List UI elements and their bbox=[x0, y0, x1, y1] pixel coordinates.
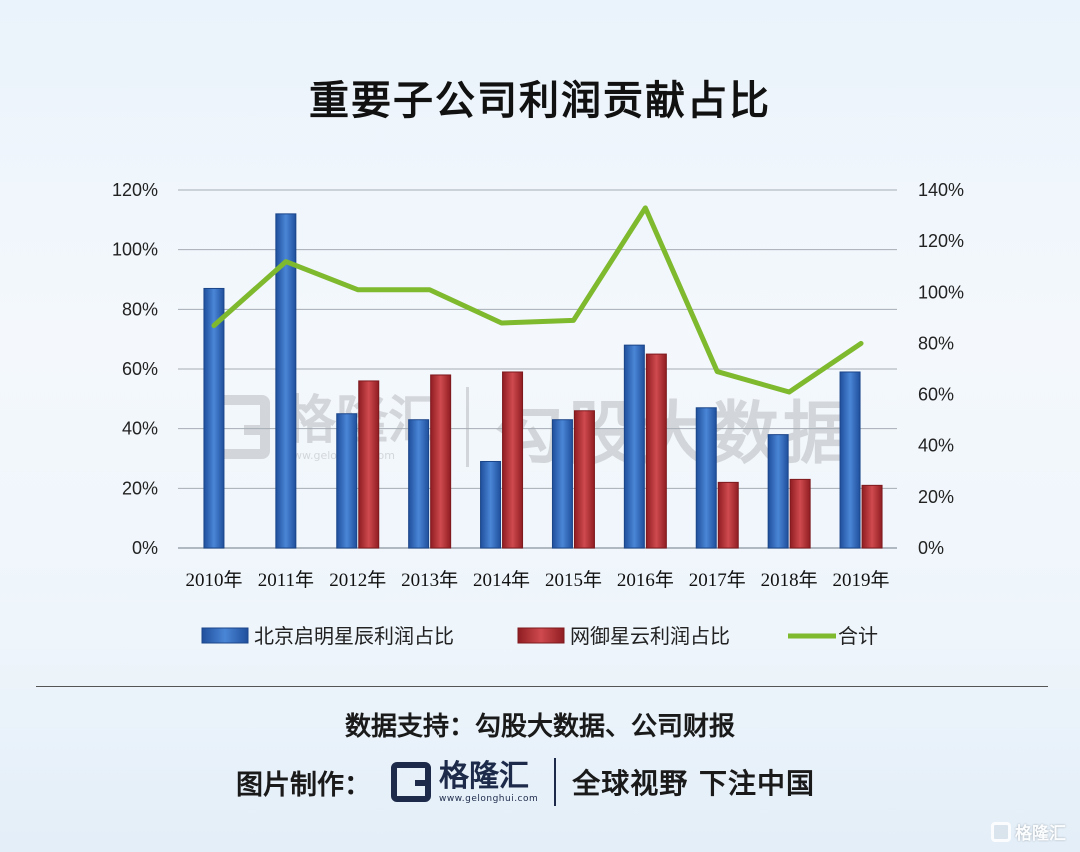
bar-wangyu bbox=[717, 481, 739, 549]
y-left-tick-label: 100% bbox=[112, 240, 158, 260]
x-tick-label: 2017年 bbox=[689, 569, 746, 591]
corner-logo-icon bbox=[991, 821, 1011, 842]
x-tick-label: 2016年 bbox=[617, 569, 674, 591]
bar-qiming bbox=[839, 371, 861, 549]
x-tick-label: 2014年 bbox=[473, 569, 530, 591]
y-left-tick-label: 80% bbox=[122, 299, 158, 319]
x-tick-label: 2013年 bbox=[401, 569, 458, 591]
y-left-tick-label: 20% bbox=[122, 478, 158, 498]
line-total bbox=[211, 205, 864, 395]
y-right-tick-label: 80% bbox=[918, 333, 954, 353]
legend-label-qiming: 北京启明星辰利润占比 bbox=[254, 624, 454, 648]
bar-wangyu bbox=[861, 484, 883, 549]
brand-url: www.gelonghui.com bbox=[439, 794, 539, 804]
bar-qiming bbox=[275, 213, 297, 549]
data-source: 数据支持：勾股大数据、公司财报 bbox=[344, 712, 735, 742]
brand-logo-icon bbox=[391, 762, 431, 802]
bar-qiming bbox=[623, 344, 645, 549]
y-right-tick-label: 120% bbox=[918, 231, 964, 251]
y-left-tick-label: 120% bbox=[112, 180, 158, 200]
legend-swatch-qiming bbox=[201, 627, 249, 644]
y-right-tick-label: 0% bbox=[918, 538, 944, 558]
bar-qiming bbox=[551, 419, 573, 549]
bar-qiming bbox=[695, 407, 717, 549]
x-tick-label: 2015年 bbox=[545, 569, 602, 591]
x-tick-label: 2018年 bbox=[761, 569, 818, 591]
x-tick-label: 2011年 bbox=[258, 569, 314, 591]
bar-qiming bbox=[336, 413, 358, 549]
y-left-tick-label: 40% bbox=[122, 419, 158, 439]
bar-qiming bbox=[480, 460, 502, 549]
bar-wangyu bbox=[789, 478, 811, 549]
bar-qiming bbox=[408, 419, 430, 549]
chart-title: 重要子公司利润贡献占比 bbox=[309, 78, 771, 124]
credit-label: 图片制作： bbox=[236, 769, 371, 801]
y-left-tick-label: 60% bbox=[122, 359, 158, 379]
bar-wangyu bbox=[430, 374, 452, 549]
bar-wangyu bbox=[573, 410, 595, 549]
y-right-tick-label: 140% bbox=[918, 180, 964, 200]
brand-name: 格隆汇 bbox=[439, 759, 529, 794]
y-right-tick-label: 60% bbox=[918, 385, 954, 405]
y-right-tick-label: 100% bbox=[918, 282, 964, 302]
corner-brand: 格隆汇 bbox=[1015, 824, 1066, 844]
x-tick-label: 2010年 bbox=[185, 569, 242, 591]
y-left-tick-label: 0% bbox=[132, 538, 158, 558]
y-right-tick-label: 20% bbox=[918, 487, 954, 507]
y-right-tick-label: 40% bbox=[918, 436, 954, 456]
legend-label-wangyu: 网御星云利润占比 bbox=[570, 624, 730, 648]
divider bbox=[36, 686, 1048, 687]
x-tick-label: 2019年 bbox=[833, 569, 890, 591]
bar-wangyu bbox=[645, 353, 667, 549]
legend-label-total: 合计 bbox=[838, 624, 878, 648]
bar-qiming bbox=[767, 434, 789, 549]
brand-slogan: 全球视野 下注中国 bbox=[572, 767, 816, 800]
corner-watermark: 格隆汇 bbox=[991, 819, 1066, 844]
bar-qiming bbox=[203, 287, 225, 549]
bar-wangyu bbox=[502, 371, 524, 549]
credit-separator bbox=[554, 758, 557, 806]
bar-wangyu bbox=[358, 380, 380, 549]
x-tick-label: 2012年 bbox=[329, 569, 386, 591]
legend-swatch-wangyu bbox=[517, 627, 565, 644]
credit-row: 图片制作： 格隆汇 www.gelonghui.com 全球视野 下注中国 bbox=[236, 752, 815, 812]
chart: 0% 20% 40% 60% 80% 100% 120% 0% 20% 40% 60% 80% 100%… bbox=[112, 180, 964, 648]
